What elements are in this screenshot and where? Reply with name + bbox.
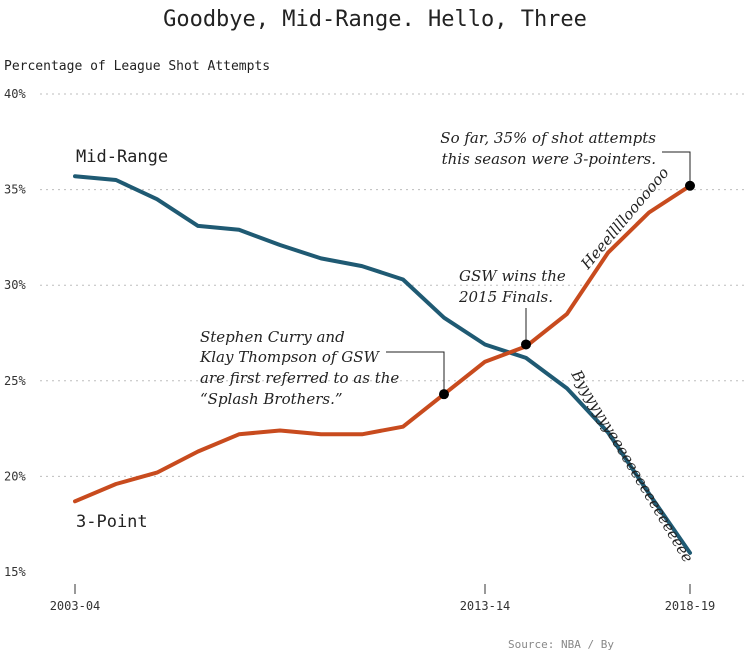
annotation-splash-text: are first referred to as the [200,369,399,387]
series-label-mid-range: Mid-Range [76,147,168,167]
chart-title: Goodbye, Mid-Range. Hello, Three [163,7,587,32]
y-tick-label: 25% [4,374,26,388]
y-tick-label: 35% [4,183,26,197]
x-tick-label: 2018-19 [665,599,716,613]
annotation-splash-text: Stephen Curry and [200,328,345,346]
axis-layer: 15% 20% 25% 30% 35% 40% 2003-04 2013-14 2018-19 [4,87,715,613]
annotation-so-far-leader [662,151,691,186]
series-label-3-point: 3-Point [76,512,148,532]
annotation-so-far-text: this season were 3-pointers. [442,150,656,168]
series-line-mid-range [73,174,692,555]
y-tick-label: 15% [4,565,26,579]
annotation-splash-marker [439,389,449,400]
annotation-splash-text: “Splash Brothers.” [200,390,343,408]
annotation-splash-leader [386,351,445,395]
series-line-3-point [73,183,692,504]
series-layer [73,174,692,555]
annotation-layer: Heeelllllooooooo Byyyyyyyeeeeeeeeeeeeeeee… [199,129,697,566]
curve-label-hello: Heeelllllooooooo [577,164,673,274]
curve-label-bye: Byyyyyyyeeeeeeeeeeeeeeeee [567,366,697,566]
annotation-so-far-text: So far, 35% of shot attempts [440,129,656,147]
annotation-finals-marker [521,339,531,350]
y-tick-label: 20% [4,469,26,483]
y-tick-label: 30% [4,278,26,292]
chart-subtitle: Percentage of League Shot Attempts [4,59,270,74]
annotation-finals-text: 2015 Finals. [458,288,553,306]
x-tick-label: 2003-04 [50,599,101,613]
annotation-finals-text: GSW wins the [459,267,566,285]
annotation-splash-text: Klay Thompson of GSW [199,348,380,366]
x-tick-label: 2013-14 [460,599,511,613]
y-tick-label: 40% [4,87,26,101]
source-note: Source: NBA / By [508,638,614,651]
annotation-so-far-marker [685,180,695,191]
